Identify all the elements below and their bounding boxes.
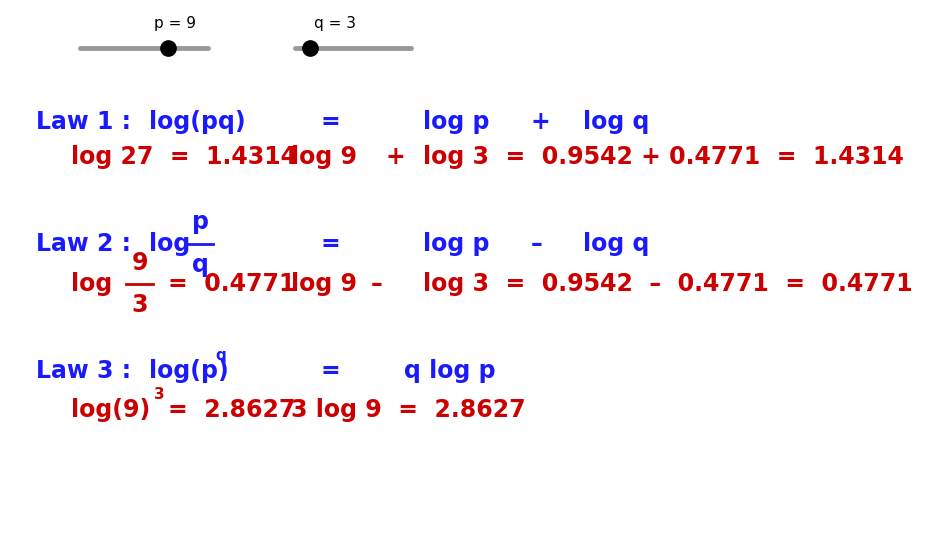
Text: log 3  =  0.9542 + 0.4771  =  1.4314: log 3 = 0.9542 + 0.4771 = 1.4314 <box>423 145 903 169</box>
Text: Law 3 :: Law 3 : <box>36 359 131 382</box>
Text: log 3  =  0.9542  –  0.4771  =  0.4771: log 3 = 0.9542 – 0.4771 = 0.4771 <box>423 272 913 296</box>
Text: p: p <box>192 211 209 234</box>
Text: 3 log 9  =  2.8627: 3 log 9 = 2.8627 <box>291 398 526 422</box>
Text: p = 9: p = 9 <box>154 16 195 31</box>
Text: log: log <box>149 232 191 255</box>
Text: log(p): log(p) <box>149 359 228 382</box>
Text: –: – <box>531 232 542 255</box>
Text: log q: log q <box>583 232 649 255</box>
Text: log q: log q <box>583 110 649 134</box>
Text: log 27  =  1.4314: log 27 = 1.4314 <box>71 145 296 169</box>
Text: =: = <box>321 359 341 382</box>
Text: 9: 9 <box>131 251 148 274</box>
Text: log(9): log(9) <box>71 398 150 422</box>
Text: log 9: log 9 <box>291 272 357 296</box>
Text: q: q <box>215 348 226 362</box>
Text: q log p: q log p <box>404 359 496 382</box>
Text: =: = <box>321 232 341 255</box>
Text: 3: 3 <box>154 387 164 402</box>
Text: +: + <box>385 145 405 169</box>
Text: 3: 3 <box>131 293 148 317</box>
Text: Law 2 :: Law 2 : <box>36 232 131 255</box>
Text: log: log <box>71 272 112 296</box>
Text: +: + <box>531 110 550 134</box>
Text: log p: log p <box>423 110 489 134</box>
Text: =: = <box>321 110 341 134</box>
Text: =  0.4771: = 0.4771 <box>168 272 295 296</box>
Text: q: q <box>192 253 209 277</box>
Text: q = 3: q = 3 <box>314 16 356 31</box>
Text: =  2.8627: = 2.8627 <box>168 398 295 422</box>
Text: –: – <box>371 272 382 296</box>
Text: log(pq): log(pq) <box>149 110 245 134</box>
Text: Law 1 :: Law 1 : <box>36 110 131 134</box>
Text: log p: log p <box>423 232 489 255</box>
Text: log 9: log 9 <box>291 145 357 169</box>
